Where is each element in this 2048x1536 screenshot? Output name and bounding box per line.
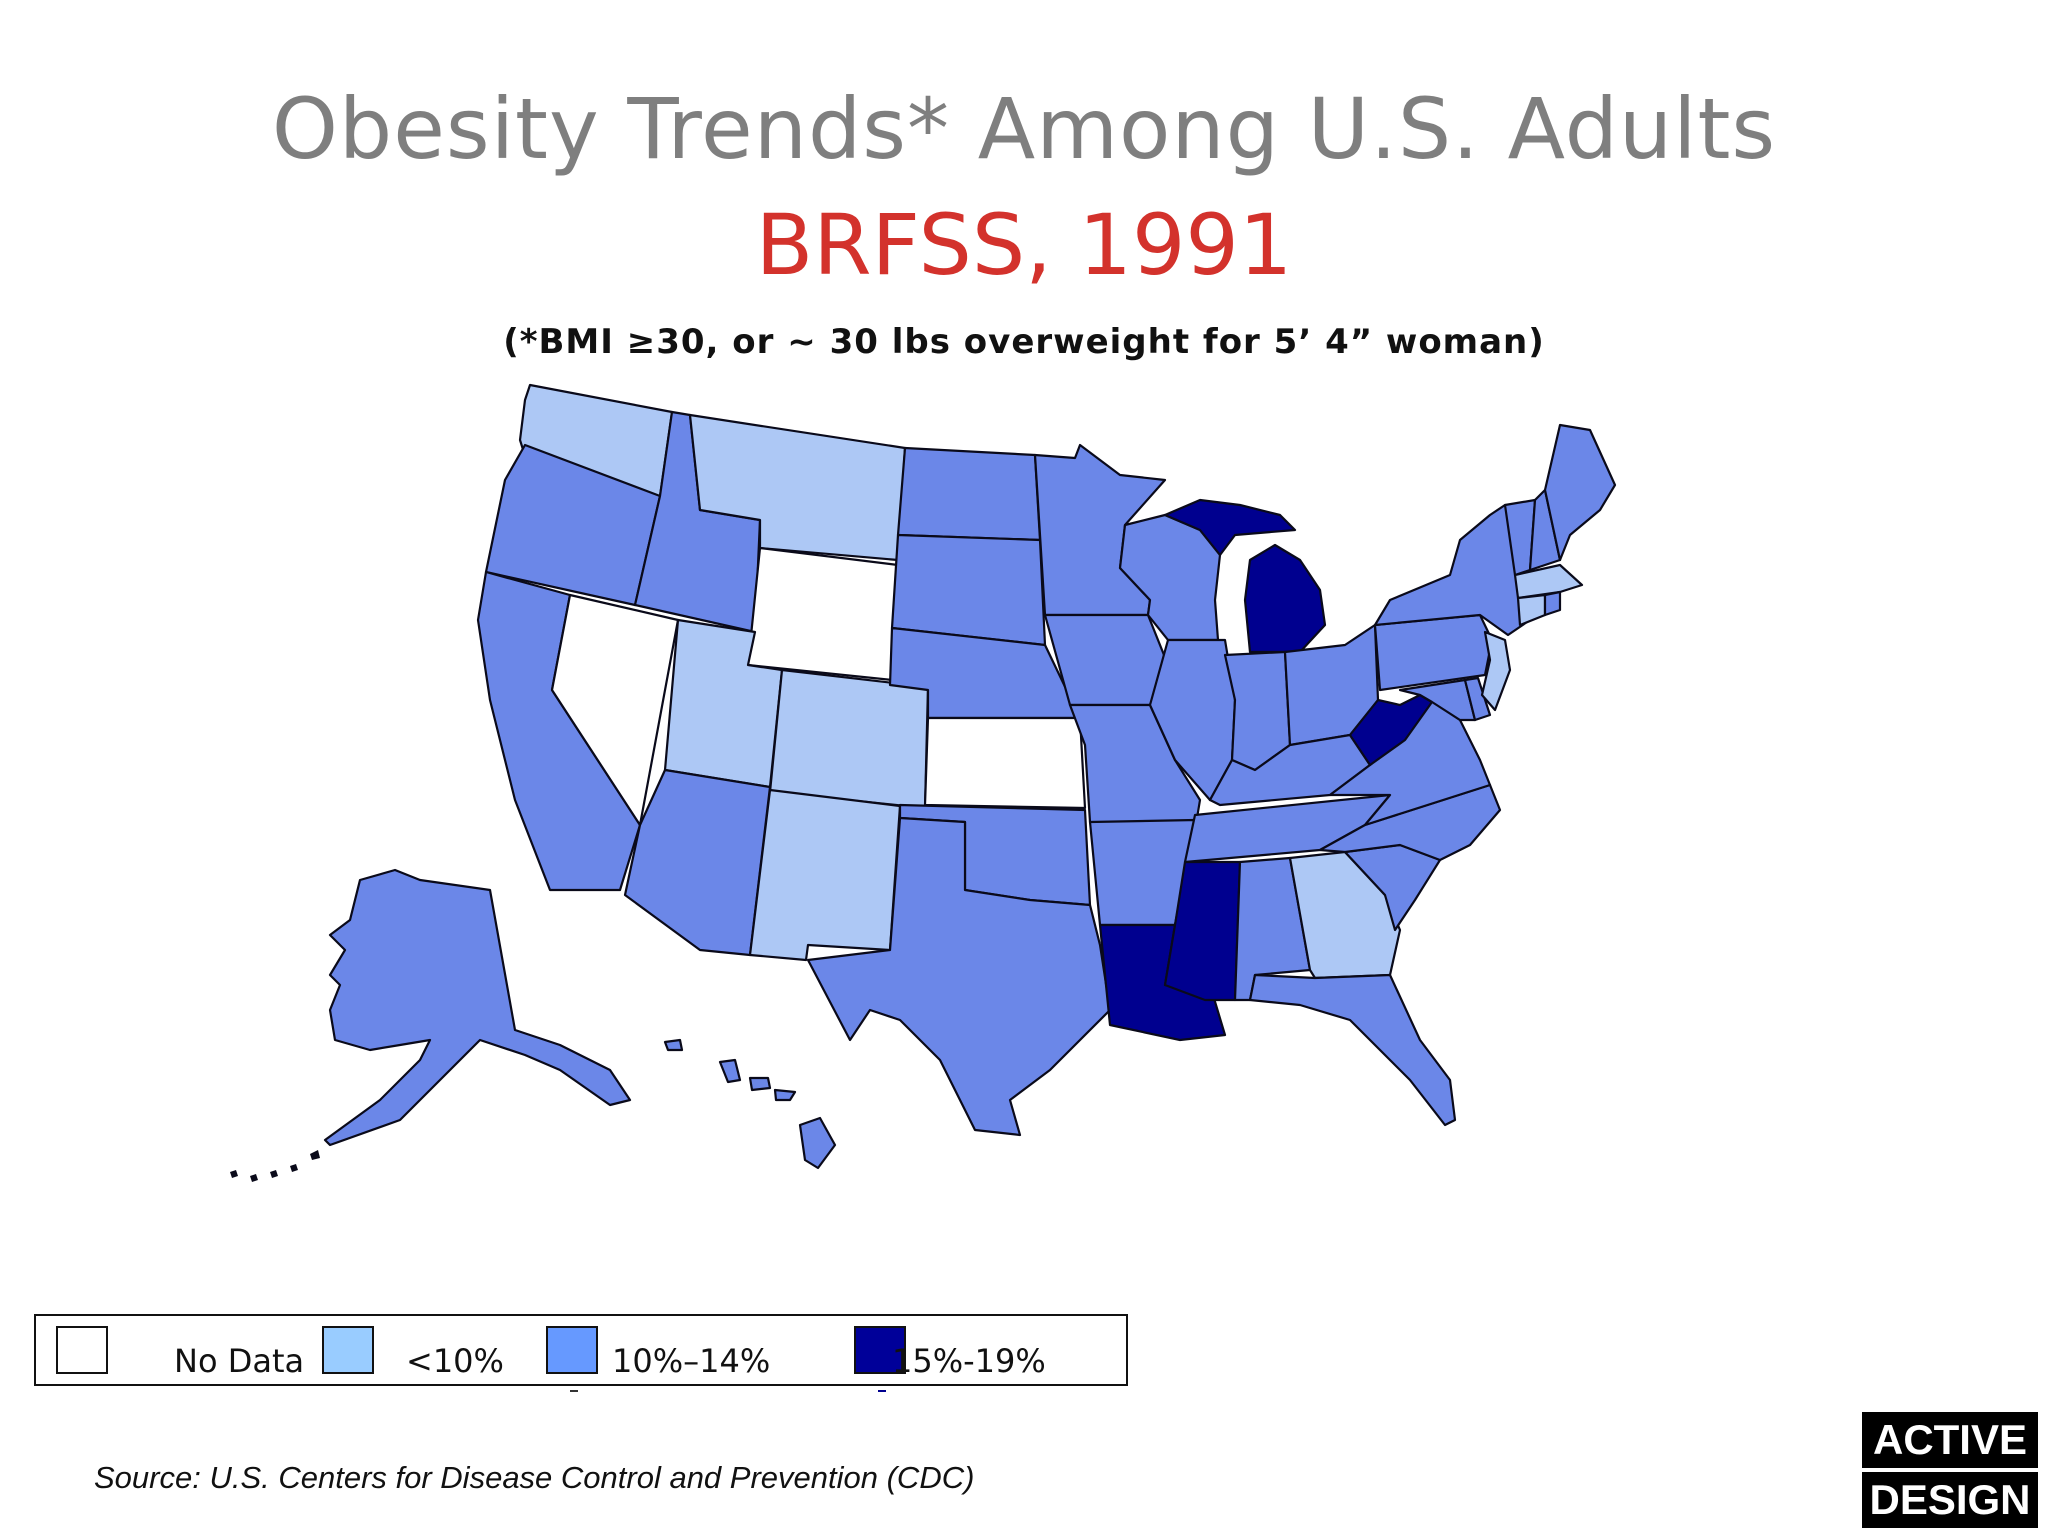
state-AZ — [623, 768, 772, 957]
state-MI-lower — [1243, 543, 1327, 654]
state-RI — [1543, 590, 1562, 617]
state-FL — [1248, 973, 1457, 1127]
legend-swatch-under-10 — [322, 1326, 374, 1374]
state-KS — [923, 716, 1087, 810]
legend-label-under-10: <10% — [406, 1342, 504, 1380]
state-OR — [484, 443, 662, 607]
state-WY — [746, 546, 900, 682]
bmi-footnote: (*BMI ≥30, or ~ 30 lbs overweight for 5’… — [503, 322, 1545, 362]
map-legend: No Data <10% 10%–14% 15%-19% — [34, 1314, 1128, 1392]
state-NJ — [1480, 630, 1512, 712]
legend-label-no-data: No Data — [174, 1342, 305, 1380]
state-TX — [806, 816, 1112, 1137]
legend-swatch-15-19 — [854, 1326, 906, 1374]
aleutian-islands — [230, 1150, 320, 1182]
state-MA — [1513, 563, 1584, 600]
state-SD — [890, 533, 1047, 647]
state-CO — [768, 668, 930, 810]
logo-line-2: DESIGN — [1869, 1476, 2031, 1523]
state-ME — [1543, 423, 1617, 562]
source-citation: Source: U.S. Centers for Disease Control… — [94, 1460, 975, 1495]
page-subtitle: BRFSS, 1991 — [755, 196, 1293, 294]
legend-swatch-no-data — [56, 1326, 108, 1374]
state-HI — [663, 1038, 837, 1170]
legend-swatch-10-14 — [546, 1326, 598, 1374]
state-ND — [896, 446, 1042, 542]
legend-label-10-14: 10%–14% — [612, 1342, 771, 1380]
legend-label-15-19: 15%-19% — [892, 1342, 1046, 1380]
page-title: Obesity Trends* Among U.S. Adults — [271, 80, 1777, 178]
state-CT — [1516, 593, 1547, 627]
state-NM — [748, 788, 902, 962]
legend-tick-15-19 — [878, 1390, 886, 1392]
state-AK — [323, 868, 632, 1147]
active-design-logo: ACTIVE DESIGN — [1862, 1412, 2038, 1528]
state-DE — [1463, 676, 1492, 722]
logo-line-1: ACTIVE — [1862, 1412, 2038, 1472]
legend-tick-10-14 — [570, 1390, 578, 1392]
state-MI-upper — [1163, 498, 1297, 557]
